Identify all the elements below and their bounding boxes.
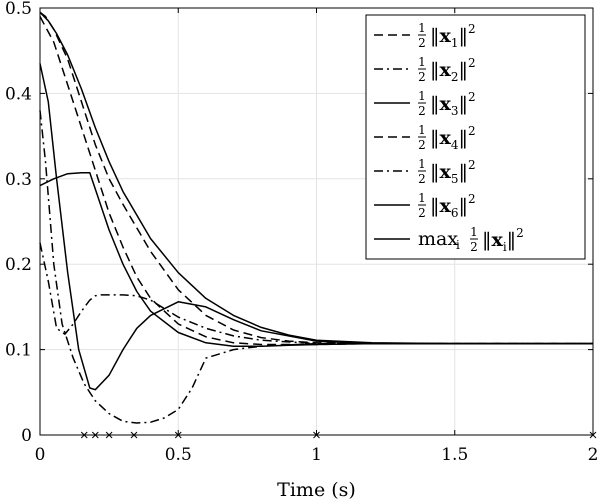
svg-text:i: i [456, 238, 460, 252]
legend-label: ‖x6‖2 [430, 192, 476, 220]
event-marker [105, 431, 113, 439]
event-marker [313, 431, 320, 439]
x-tick-label: 1.5 [441, 445, 468, 465]
svg-text:2: 2 [470, 240, 478, 254]
y-tick-label: 0.3 [5, 170, 32, 190]
legend-label: ‖x2‖2 [430, 56, 476, 84]
x-tick-label: 1 [311, 445, 322, 465]
series-line-3 [39, 63, 593, 391]
svg-text:1: 1 [418, 191, 426, 205]
event-marker [130, 431, 138, 439]
y-tick-label: 0.5 [5, 0, 32, 19]
event-marker [174, 431, 182, 439]
series-line-6 [39, 172, 593, 347]
ticks: 0 0.5 1 1.5 2 0 0.1 0.2 0.3 0.4 0.5 [5, 0, 598, 465]
x-tick-label: 0.5 [165, 445, 192, 465]
y-tick-label: 0.1 [5, 341, 32, 361]
x-tick-label: 2 [588, 445, 598, 465]
y-tick-label: 0.2 [5, 255, 32, 275]
series-layer [39, 11, 593, 424]
series-line-1 [39, 11, 593, 345]
legend-entry: 12 ‖x6‖2 [374, 191, 476, 220]
legend-label: ‖x3‖2 [430, 90, 476, 118]
series-line-4 [39, 16, 593, 346]
event-marker [91, 431, 99, 439]
legend-label: ‖x5‖2 [430, 158, 476, 186]
svg-text:2: 2 [418, 36, 426, 50]
svg-text:2: 2 [418, 172, 426, 186]
legend-entry: 12 ‖x3‖2 [374, 89, 476, 118]
svg-text:2: 2 [418, 70, 426, 84]
legend-label: ‖x1‖2 [430, 22, 476, 50]
svg-text:2: 2 [418, 104, 426, 118]
svg-text:1: 1 [418, 89, 426, 103]
svg-text:1: 1 [418, 21, 426, 35]
series-line-5 [39, 242, 593, 345]
event-marker [80, 431, 88, 439]
legend-entry: 12 ‖x4‖2 [374, 123, 476, 152]
x-tick-label: 0 [35, 445, 46, 465]
event-marker [589, 431, 597, 439]
x-axis-label: Time (s) [277, 479, 356, 500]
legend-entry: 12 ‖x2‖2 [374, 55, 476, 84]
series-line-7 [39, 11, 593, 345]
legend: 12 ‖x1‖212 ‖x2‖212 ‖x3‖212 ‖x4‖212 ‖x5‖212 ‖x6… [365, 14, 586, 260]
svg-text:1: 1 [418, 55, 426, 69]
svg-text:1: 1 [470, 225, 478, 239]
svg-text:2: 2 [418, 206, 426, 220]
event-markers [80, 431, 597, 439]
legend-label: ‖xi‖2 [482, 226, 524, 254]
svg-text:1: 1 [418, 157, 426, 171]
legend-max: max [418, 228, 458, 250]
legend-label: ‖x4‖2 [430, 124, 476, 152]
svg-text:2: 2 [418, 138, 426, 152]
series-line-2 [39, 110, 593, 424]
y-tick-label: 0 [21, 426, 32, 446]
y-tick-label: 0.4 [5, 84, 32, 104]
svg-text:1: 1 [418, 123, 426, 137]
legend-entry: 12 ‖x5‖2 [374, 157, 476, 186]
legend-entry: 12 ‖x1‖2 [374, 21, 476, 50]
